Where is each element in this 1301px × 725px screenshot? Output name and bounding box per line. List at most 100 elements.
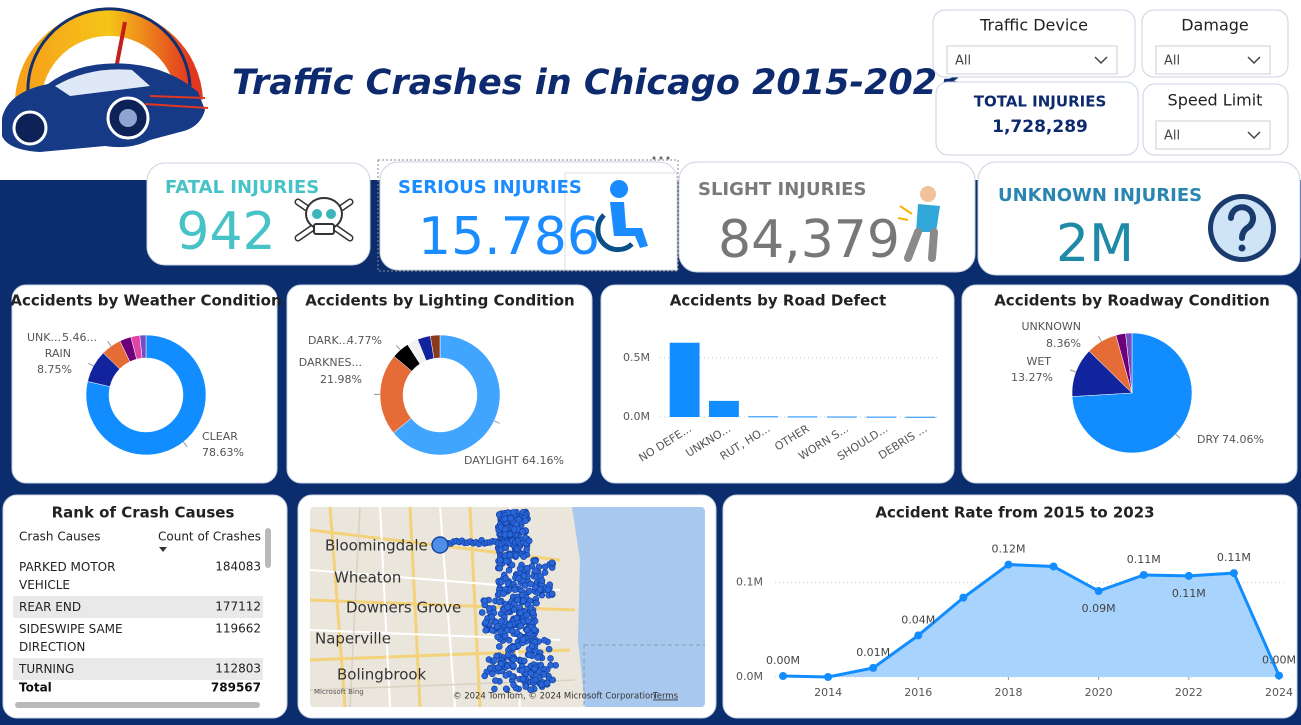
map-point	[521, 582, 529, 589]
row-band	[13, 658, 263, 680]
slice-value: 64.16%	[522, 454, 564, 467]
slicer-label: Traffic Device	[979, 16, 1088, 35]
map-point	[488, 613, 496, 621]
map-point	[536, 586, 544, 593]
bar	[787, 416, 818, 418]
map-point	[489, 670, 496, 678]
more-options[interactable]	[652, 156, 670, 160]
slicer-label: Speed Limit	[1168, 91, 1263, 110]
map-point	[510, 643, 517, 651]
line	[782, 563, 1281, 679]
sort-indicator[interactable]	[159, 547, 167, 552]
map-terms[interactable]: Terms	[652, 692, 679, 702]
map-point	[531, 557, 539, 565]
map-point	[547, 661, 554, 669]
x-tick-label: 2014	[814, 686, 842, 699]
kpi-label: FATAL INJURIES	[165, 177, 319, 198]
row-band	[13, 596, 263, 618]
kpi-card	[678, 161, 976, 273]
map-point	[510, 656, 517, 663]
x-tick-label: 2016	[904, 686, 932, 699]
map-point	[527, 580, 534, 588]
bar	[709, 400, 739, 417]
table-title: Rank of Crash Causes	[52, 504, 235, 522]
kpi-label: SERIOUS INJURIES	[398, 177, 582, 198]
table-total: 789567	[211, 681, 261, 695]
map-point	[520, 553, 527, 561]
map-point	[532, 567, 539, 575]
pie-slice	[139, 334, 147, 359]
scrollbar[interactable]	[265, 528, 271, 568]
slice-label: DAYLIGHT	[464, 454, 519, 467]
map-point	[491, 685, 498, 693]
pie-slice	[393, 334, 501, 456]
table-cell: SIDESWIPE SAME DIRECTION	[19, 622, 123, 654]
map-point	[510, 509, 517, 516]
selection-frame	[377, 159, 679, 272]
map-point	[482, 619, 489, 626]
slice-value: 21.98%	[320, 373, 362, 386]
slicer-label: Damage	[1181, 16, 1249, 35]
map[interactable]	[310, 507, 705, 707]
slicer-value: All	[955, 54, 971, 69]
map-point	[494, 623, 501, 630]
map-point	[541, 569, 549, 576]
map-point	[523, 546, 530, 553]
marker	[869, 663, 878, 672]
map-point	[485, 605, 493, 612]
map-point	[519, 528, 526, 535]
map-point	[482, 626, 489, 634]
slice-label: DARKNES...	[299, 356, 362, 369]
map-point	[522, 683, 530, 690]
map-place: Downers Grove	[346, 599, 461, 617]
bar	[866, 416, 896, 418]
table-cell: PARKED MOTOR VEHICLE	[19, 560, 115, 592]
map-point	[497, 628, 504, 636]
map-point	[548, 590, 556, 598]
y-tick-label: 0.0M	[623, 410, 650, 423]
data-label: 0.11M	[1127, 553, 1161, 566]
marker	[1229, 569, 1238, 578]
wheelchair-icon	[595, 180, 648, 253]
map-point	[519, 591, 526, 599]
slice-label: DARK...	[308, 334, 349, 347]
table-cell: TURNING	[18, 662, 74, 676]
map-point	[504, 651, 512, 659]
slice-value: 74.06%	[1222, 433, 1264, 446]
x-tick-label: 2022	[1175, 686, 1203, 699]
total-value: 1,728,289	[992, 117, 1088, 137]
map-point	[524, 617, 532, 625]
table-cell: 119662	[215, 622, 261, 636]
page-title: Traffic Crashes in Chicago 2015-2023	[232, 63, 961, 103]
map-point	[501, 515, 509, 522]
bar	[826, 416, 857, 418]
chart-title: Accidents by Road Defect	[670, 292, 887, 310]
slice-value: 78.63%	[202, 446, 244, 459]
slicer-dropdown[interactable]	[946, 45, 1118, 75]
slice-label: RAIN	[45, 347, 71, 360]
leader-line	[107, 341, 112, 347]
map-point	[523, 564, 531, 572]
chevron	[1247, 131, 1261, 140]
map-point	[518, 667, 526, 674]
map-point	[527, 686, 534, 693]
map-point	[527, 670, 535, 677]
map-point	[549, 676, 557, 684]
map-point	[504, 580, 512, 587]
marker	[1275, 671, 1283, 680]
table-total: Total	[19, 681, 52, 695]
map-point	[527, 604, 535, 612]
slice-value: 4.77%	[347, 334, 382, 347]
kpi-value: 942	[176, 202, 275, 262]
map-point	[545, 645, 553, 653]
map-point	[541, 563, 549, 571]
chart-card	[11, 284, 278, 484]
map-point	[517, 609, 524, 617]
map-point	[504, 603, 511, 611]
person-icon	[897, 186, 940, 262]
marker	[914, 631, 923, 640]
map-point	[507, 514, 514, 522]
kpi-value: 15.786	[418, 207, 600, 267]
scrollbar[interactable]	[15, 702, 260, 708]
chevron	[1094, 56, 1108, 65]
